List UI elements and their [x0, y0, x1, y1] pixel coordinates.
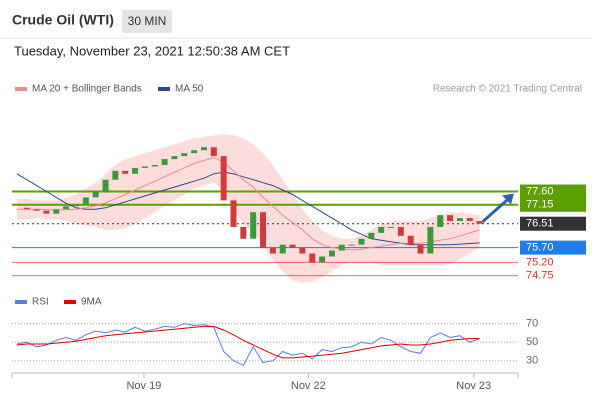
instrument-title: Crude Oil (WTI) — [12, 12, 114, 28]
candle — [368, 232, 375, 239]
candle — [102, 179, 109, 192]
candle — [132, 167, 139, 174]
candle — [92, 191, 99, 198]
candle — [200, 147, 207, 151]
legend-swatch — [64, 300, 76, 304]
candle — [33, 209, 40, 211]
candle — [437, 215, 444, 227]
candle — [181, 153, 188, 157]
candle — [289, 244, 296, 248]
candle — [338, 244, 345, 251]
credit: Research © 2021 Trading Central — [433, 84, 582, 95]
candle — [476, 221, 483, 224]
candle — [230, 200, 237, 227]
candle — [82, 197, 89, 205]
level-label: 75.70 — [526, 242, 554, 254]
candle — [378, 226, 385, 233]
level-box — [520, 197, 586, 212]
candle — [466, 218, 473, 222]
candle — [191, 150, 198, 154]
indicator-tick-label: 30 — [526, 355, 538, 367]
timeframe[interactable]: 30 MIN — [128, 14, 167, 28]
candle — [240, 226, 247, 239]
level-label: 74.75 — [526, 270, 554, 282]
candle — [279, 244, 286, 254]
candle — [388, 226, 395, 228]
forecast-arrowhead — [502, 193, 514, 205]
candle — [122, 170, 129, 174]
bollinger-band — [16, 134, 480, 283]
legend-swatch — [158, 87, 170, 91]
indicator-line — [16, 325, 480, 359]
candle — [23, 207, 30, 210]
x-tick-label: Nov 23 — [456, 380, 491, 392]
candle — [220, 156, 227, 201]
legend-label: MA 50 — [175, 84, 204, 95]
timestamp: Tuesday, November 23, 2021 12:50:38 AM C… — [14, 43, 290, 58]
level-label: 77.15 — [526, 199, 554, 211]
candle — [309, 253, 316, 263]
candle — [260, 212, 267, 248]
candle — [53, 209, 60, 214]
candle — [151, 164, 158, 167]
candle — [269, 247, 276, 254]
legend-label: RSI — [32, 297, 49, 308]
legend-swatch — [15, 300, 27, 304]
candle — [250, 212, 257, 239]
forecast-arrow — [481, 196, 511, 223]
level-box — [520, 216, 586, 231]
timeframe-box[interactable] — [122, 10, 172, 33]
indicator-line — [16, 323, 480, 367]
x-tick-label: Nov 19 — [126, 380, 161, 392]
candle — [447, 215, 454, 222]
indicator-tick-label: 50 — [526, 336, 538, 348]
legend-swatch — [15, 87, 27, 91]
level-label: 75.20 — [526, 256, 554, 268]
candle — [319, 256, 326, 263]
candle — [407, 235, 414, 245]
level-box — [520, 184, 586, 199]
candle — [417, 244, 424, 254]
candle — [43, 210, 50, 214]
x-tick-label: Nov 22 — [291, 380, 326, 392]
candle — [72, 204, 79, 207]
candle — [348, 244, 355, 246]
candle — [141, 166, 148, 168]
candle — [112, 170, 119, 180]
candle — [456, 218, 463, 222]
candle — [358, 238, 365, 245]
level-box — [520, 240, 586, 255]
candle — [427, 226, 434, 254]
candle — [299, 247, 306, 254]
candle — [210, 147, 217, 157]
candle — [63, 206, 70, 210]
level-label: 77.60 — [526, 185, 554, 197]
indicator-tick-label: 70 — [526, 318, 538, 330]
legend-label: 9MA — [81, 297, 102, 308]
candle — [161, 159, 168, 165]
level-label: 76.51 — [526, 218, 554, 230]
legend-label: MA 20 + Bollinger Bands — [32, 84, 142, 95]
candle — [328, 250, 335, 257]
candle — [397, 226, 404, 236]
ma20-line — [16, 157, 480, 251]
candle — [171, 156, 178, 160]
